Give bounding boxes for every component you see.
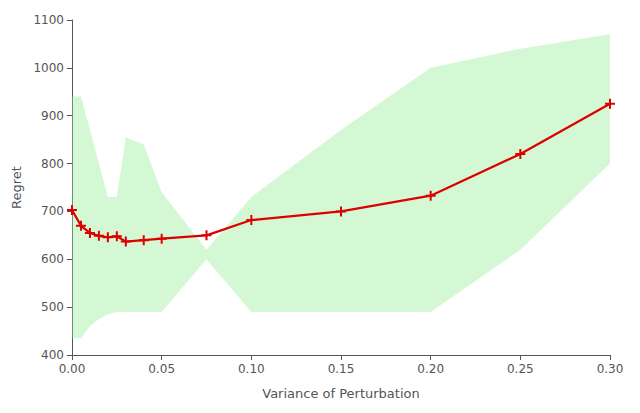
svg-text:0.00: 0.00 — [59, 362, 86, 376]
svg-text:Variance of Perturbation: Variance of Perturbation — [262, 386, 419, 401]
svg-text:0.20: 0.20 — [417, 362, 444, 376]
svg-text:400: 400 — [41, 348, 64, 362]
svg-text:0.25: 0.25 — [507, 362, 534, 376]
svg-text:900: 900 — [41, 109, 64, 123]
svg-text:0.30: 0.30 — [597, 362, 624, 376]
svg-text:600: 600 — [41, 252, 64, 266]
svg-text:500: 500 — [41, 300, 64, 314]
svg-text:0.15: 0.15 — [328, 362, 355, 376]
svg-text:700: 700 — [41, 204, 64, 218]
svg-text:1100: 1100 — [33, 13, 64, 27]
svg-text:0.05: 0.05 — [148, 362, 175, 376]
svg-text:0.10: 0.10 — [238, 362, 265, 376]
svg-text:800: 800 — [41, 157, 64, 171]
svg-text:1000: 1000 — [33, 61, 64, 75]
svg-text:Regret: Regret — [9, 166, 24, 209]
